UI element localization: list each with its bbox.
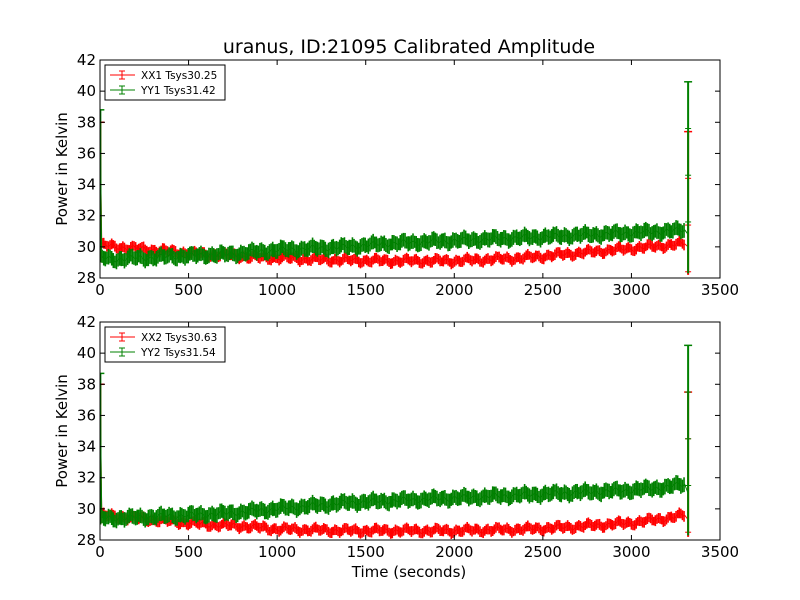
y-tick-label: 36 [77,144,96,162]
y-tick-label: 34 [77,438,96,456]
y-tick-label: 38 [77,375,96,393]
y-tick-label: 40 [77,82,96,100]
series-2 [100,344,693,536]
legend-label: YY1 Tsys31.42 [140,85,216,97]
axes-frame [99,59,721,279]
x-axis-label: Time (seconds) [351,563,467,581]
x-tick-label: 2000 [435,281,473,299]
series-tail [684,229,689,235]
y-tick-label: 30 [77,238,96,256]
y-tick-label: 38 [77,113,96,131]
legend: XX2 Tsys30.63 YY2 Tsys31.54 [104,326,226,363]
top-subplot: 0 500 1000 1500 2000 2500 3000 3500 28 30 32 34 36 38… [53,51,739,299]
x-tick-label: 2000 [435,543,473,561]
y-tick-label: 30 [77,500,96,518]
legend: XX1 Tsys30.25 YY1 Tsys31.42 [104,64,226,101]
y-axis-label: Power in Kelvin [53,112,71,226]
chart-title: uranus, ID:21095 Calibrated Amplitude [223,36,595,58]
legend-label: XX1 Tsys30.25 [141,70,217,82]
x-tick-label: 3000 [612,281,650,299]
x-tick-label: 1500 [347,281,385,299]
x-tick-label: 500 [174,543,203,561]
x-tick-label: 1500 [347,543,385,561]
series-line [100,373,685,522]
series-1 [100,383,693,540]
x-tick-label: 2500 [524,543,562,561]
x-tick-label: 3000 [612,543,650,561]
x-tick-label: 3500 [701,281,739,299]
series-line [100,109,685,263]
y-tick-label: 36 [77,406,96,424]
legend-label: YY2 Tsys31.54 [140,347,216,359]
y-axis-label: Power in Kelvin [53,374,71,488]
y-tick-label: 32 [77,469,96,487]
y-tick-label: 40 [77,344,96,362]
x-tick-label: 500 [174,281,203,299]
bottom-subplot: 0 500 1000 1500 2000 2500 3000 3500 28 30 32 34 36 38… [53,313,739,561]
series-2 [100,81,693,274]
x-tick-label: 1000 [258,281,296,299]
y-tick-label: 28 [77,269,96,287]
axes-frame [99,321,721,541]
y-tick-label: 34 [77,176,96,194]
x-tick-label: 2500 [524,281,562,299]
y-tick-label: 28 [77,531,96,549]
x-tick-label: 0 [95,543,105,561]
y-tick-label: 42 [77,51,96,69]
x-tick-label: 1000 [258,543,296,561]
y-tick-label: 42 [77,313,96,331]
x-tick-label: 0 [95,281,105,299]
series-tail [684,483,689,494]
legend-label: XX2 Tsys30.63 [141,332,217,344]
y-tick-label: 32 [77,207,96,225]
x-tick-label: 3500 [701,543,739,561]
